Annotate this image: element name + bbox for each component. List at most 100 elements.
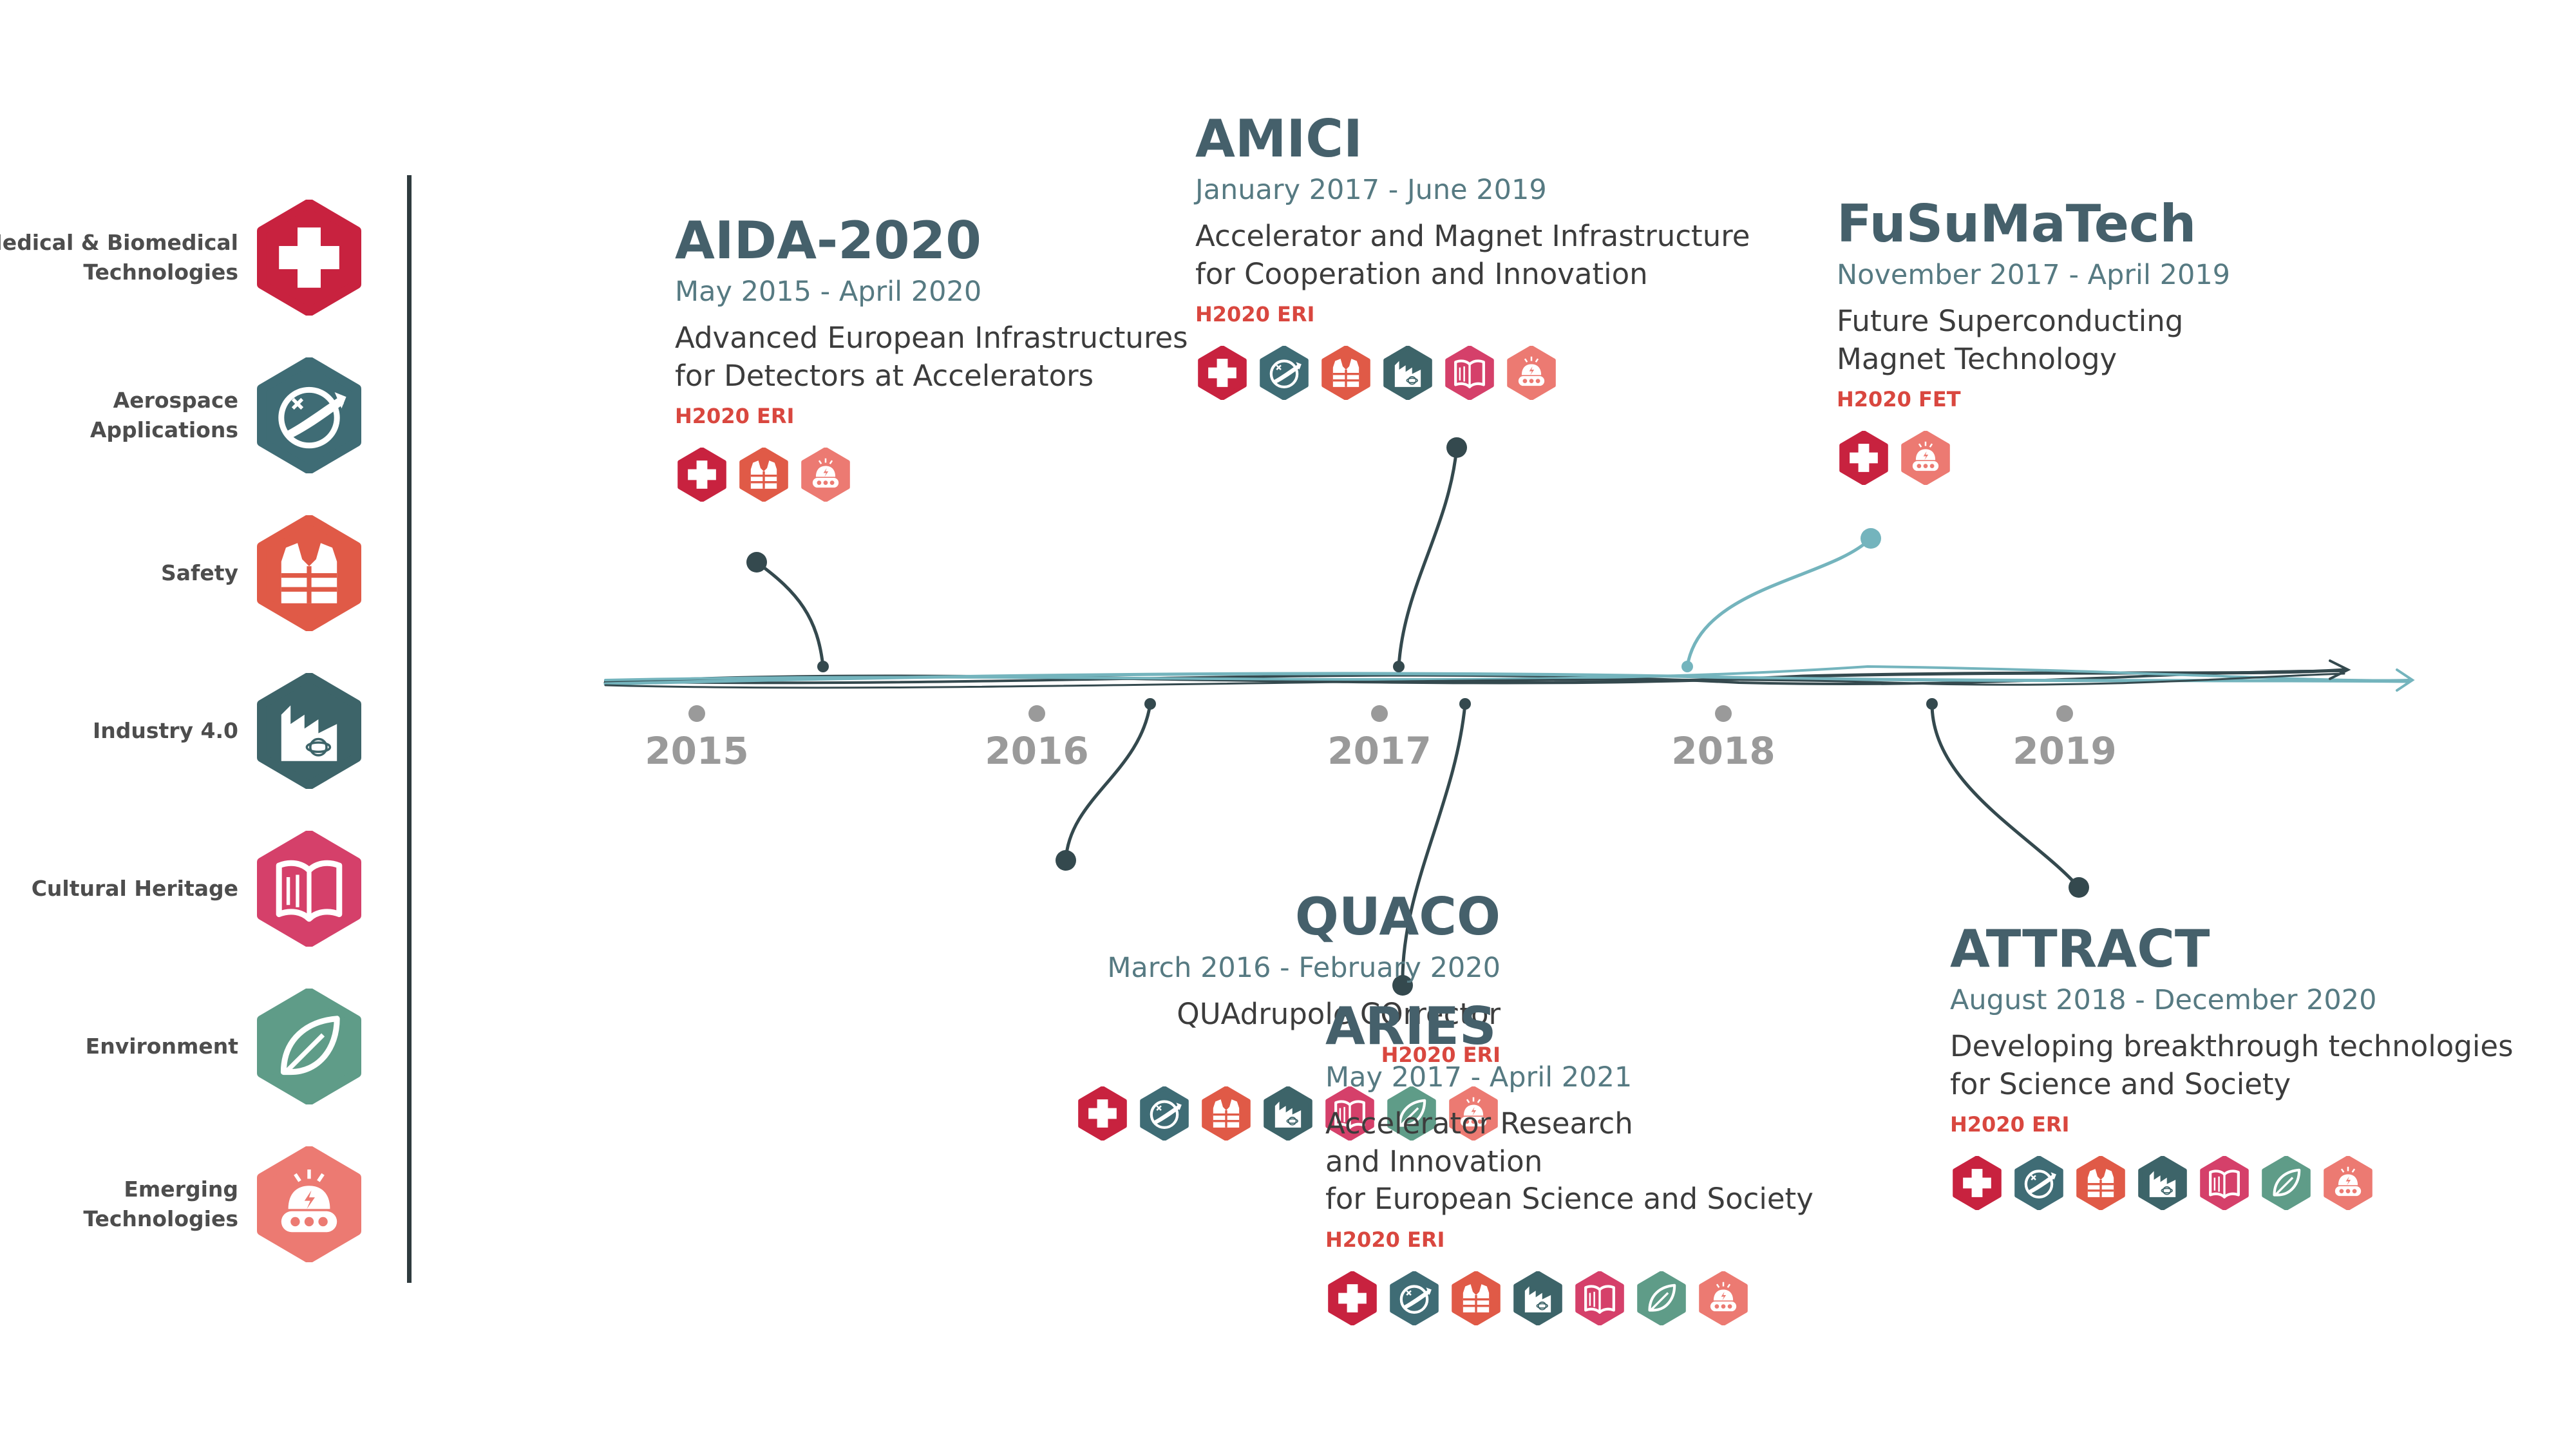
project-category-icons [1075, 1086, 1501, 1141]
project-category-icons [1837, 431, 2230, 485]
project-description-line: Developing breakthrough technologies [1950, 1029, 2514, 1063]
vest-icon [2076, 1156, 2125, 1210]
legend-label: Cultural Heritage [31, 875, 238, 901]
connector-end-dot [1056, 850, 1076, 871]
vest-icon [739, 448, 788, 502]
year-tick [1715, 705, 1732, 722]
timeline-axis [603, 659, 2415, 722]
connector-axis-dot [1926, 698, 1938, 710]
vest-icon [1321, 346, 1370, 400]
project-attract: ATTRACT August 2018 - December 2020 Deve… [1950, 921, 2514, 1210]
legend-label: Aerospace Applications [90, 387, 238, 442]
project-description: Developing breakthrough technologies for … [1950, 1028, 2514, 1103]
project-programme: H2020 ERI [1381, 1042, 1501, 1067]
project-aida-2020: AIDA-2020 May 2015 - April 2020 Advanced… [675, 213, 1188, 502]
year-label: 2018 [1671, 729, 1776, 773]
plane-icon [1390, 1271, 1439, 1325]
legend-label: Medical & Biomedical Technologies [0, 229, 238, 285]
robot-icon [1699, 1271, 1748, 1325]
project-dates: March 2016 - February 2020 [1107, 952, 1501, 984]
project-description: Advanced European Infrastructures for Det… [675, 319, 1188, 395]
robot-icon [1901, 431, 1950, 485]
connector-line [755, 560, 825, 667]
cross-icon [1198, 346, 1247, 400]
project-name: AIDA-2020 [675, 211, 981, 270]
factory-icon [1383, 346, 1432, 400]
project-category-icons [1325, 1271, 1814, 1325]
book-icon [2200, 1156, 2249, 1210]
project-description: Future Superconducting Magnet Technology [1837, 303, 2230, 378]
plane-icon [1140, 1086, 1189, 1141]
year-label: 2015 [645, 729, 749, 773]
connector-axis-dot [1681, 661, 1693, 672]
axis-arrowhead [2329, 659, 2351, 680]
robot-icon [2324, 1156, 2372, 1210]
vest-icon [1452, 1271, 1501, 1325]
project-programme: H2020 FET [1837, 387, 1961, 412]
legend-item-medical: Medical & Biomedical Technologies [0, 193, 386, 322]
legend-label: Emerging Technologies [83, 1176, 238, 1231]
legend-item-emerging: Emerging Technologies [39, 1140, 386, 1269]
factory-icon [257, 673, 361, 789]
project-name: ARIES [1325, 996, 1497, 1056]
connector-axis-dot [1393, 661, 1405, 672]
project-dates: May 2017 - April 2021 [1325, 1061, 1633, 1094]
robot-icon [1507, 346, 1556, 400]
category-legend: Medical & Biomedical Technologies Aerosp… [0, 0, 419, 1449]
legend-label: Environment [85, 1033, 238, 1059]
robot-icon [1449, 1086, 1498, 1141]
project-description-line: for Science and Society [1950, 1066, 2291, 1101]
axis-arrowhead [2396, 668, 2415, 692]
connector-axis-dot [1459, 698, 1471, 710]
book-icon [257, 831, 361, 947]
year-label: 2017 [1327, 729, 1432, 773]
connector-end-dot [746, 552, 767, 573]
connector-axis-dot [1144, 698, 1156, 710]
factory-icon [1264, 1086, 1312, 1141]
book-icon [1575, 1271, 1624, 1325]
project-dates: November 2017 - April 2019 [1837, 259, 2231, 291]
project-description-line: QUAdrupole COrrector [1177, 997, 1501, 1031]
vest-icon [257, 515, 361, 631]
robot-icon [801, 448, 850, 502]
axis-strand [604, 672, 2345, 689]
project-description-line: Accelerator and Magnet Infrastructure [1195, 219, 1750, 253]
year-label: 2016 [985, 729, 1089, 773]
cross-icon [1328, 1271, 1377, 1325]
connector-end-dot [1446, 437, 1467, 458]
cross-icon [677, 448, 726, 502]
project-description-line: and Innovation [1325, 1144, 1543, 1179]
book-icon [1325, 1086, 1374, 1141]
connector-line [1064, 703, 1152, 861]
leaf-icon [1387, 1086, 1436, 1141]
project-description-line: for European Science and Society [1325, 1182, 1814, 1216]
project-description-line: Magnet Technology [1837, 341, 2117, 376]
project-category-icons [1950, 1156, 2514, 1210]
connector-end-dot [2069, 877, 2089, 898]
year-tick [1028, 705, 1045, 722]
factory-icon [2138, 1156, 2187, 1210]
legend-item-safety: Safety [39, 509, 386, 638]
connector-line [1397, 447, 1459, 667]
project-dates: January 2017 - June 2019 [1195, 174, 1547, 206]
project-name: AMICI [1195, 109, 1363, 169]
legend-divider [407, 175, 412, 1283]
project-amici: AMICI January 2017 - June 2019 Accelerat… [1195, 111, 1750, 400]
project-description: Accelerator Research and Innovation for Eu… [1325, 1105, 1814, 1218]
legend-item-industry: Industry 4.0 [39, 667, 386, 795]
year-tick [688, 705, 705, 722]
project-description: Accelerator and Magnet Infrastructure for… [1195, 218, 1750, 293]
project-name: FuSuMaTech [1837, 194, 2197, 254]
plane-icon [257, 357, 361, 473]
project-programme: H2020 ERI [1195, 302, 1315, 327]
cross-icon [1953, 1156, 2002, 1210]
book-icon [1445, 346, 1494, 400]
project-dates: May 2015 - April 2020 [675, 276, 982, 308]
project-aries: ARIES May 2017 - April 2021 Accelerator … [1325, 998, 1814, 1325]
legend-label: Safety [160, 560, 238, 585]
legend-item-environment: Environment [39, 982, 386, 1111]
leaf-icon [257, 989, 361, 1104]
project-programme: H2020 ERI [675, 404, 795, 428]
legend-item-aerospace: Aerospace Applications [39, 351, 386, 480]
